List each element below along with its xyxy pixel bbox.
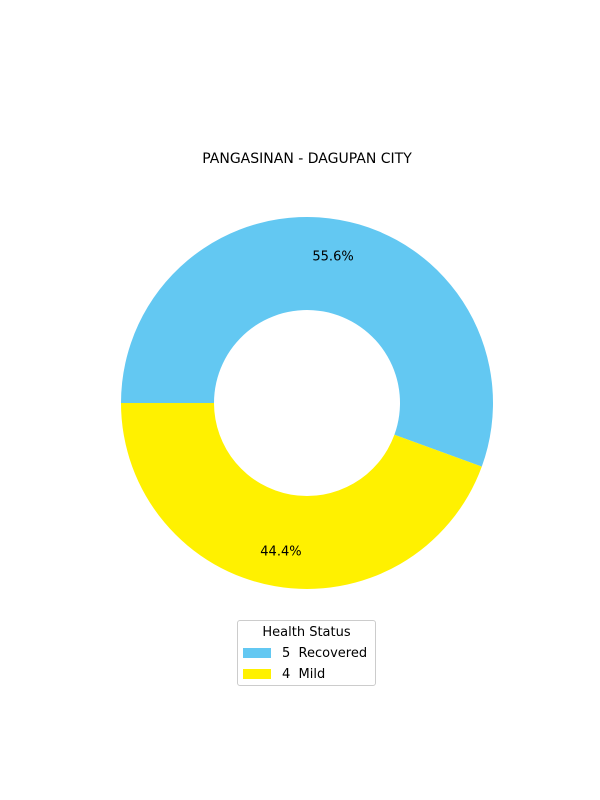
slice-recovered <box>121 217 493 467</box>
legend-swatch-recovered <box>243 648 271 658</box>
pct-label-mild: 44.4% <box>260 545 301 560</box>
slice-mild <box>121 403 482 589</box>
pct-label-recovered: 55.6% <box>312 249 353 264</box>
legend-title: Health Status <box>262 625 351 640</box>
legend-swatch-mild <box>243 669 271 679</box>
legend-item-mild: 4 Mild <box>243 666 325 682</box>
legend: Health Status 5 Recovered 4 Mild <box>237 620 376 686</box>
chart-title: PANGASINAN - DAGUPAN CITY <box>202 151 412 167</box>
legend-label-mild: 4 Mild <box>282 666 326 682</box>
legend-label-recovered: 5 Recovered <box>282 645 368 661</box>
legend-item-recovered: 5 Recovered <box>243 645 367 661</box>
